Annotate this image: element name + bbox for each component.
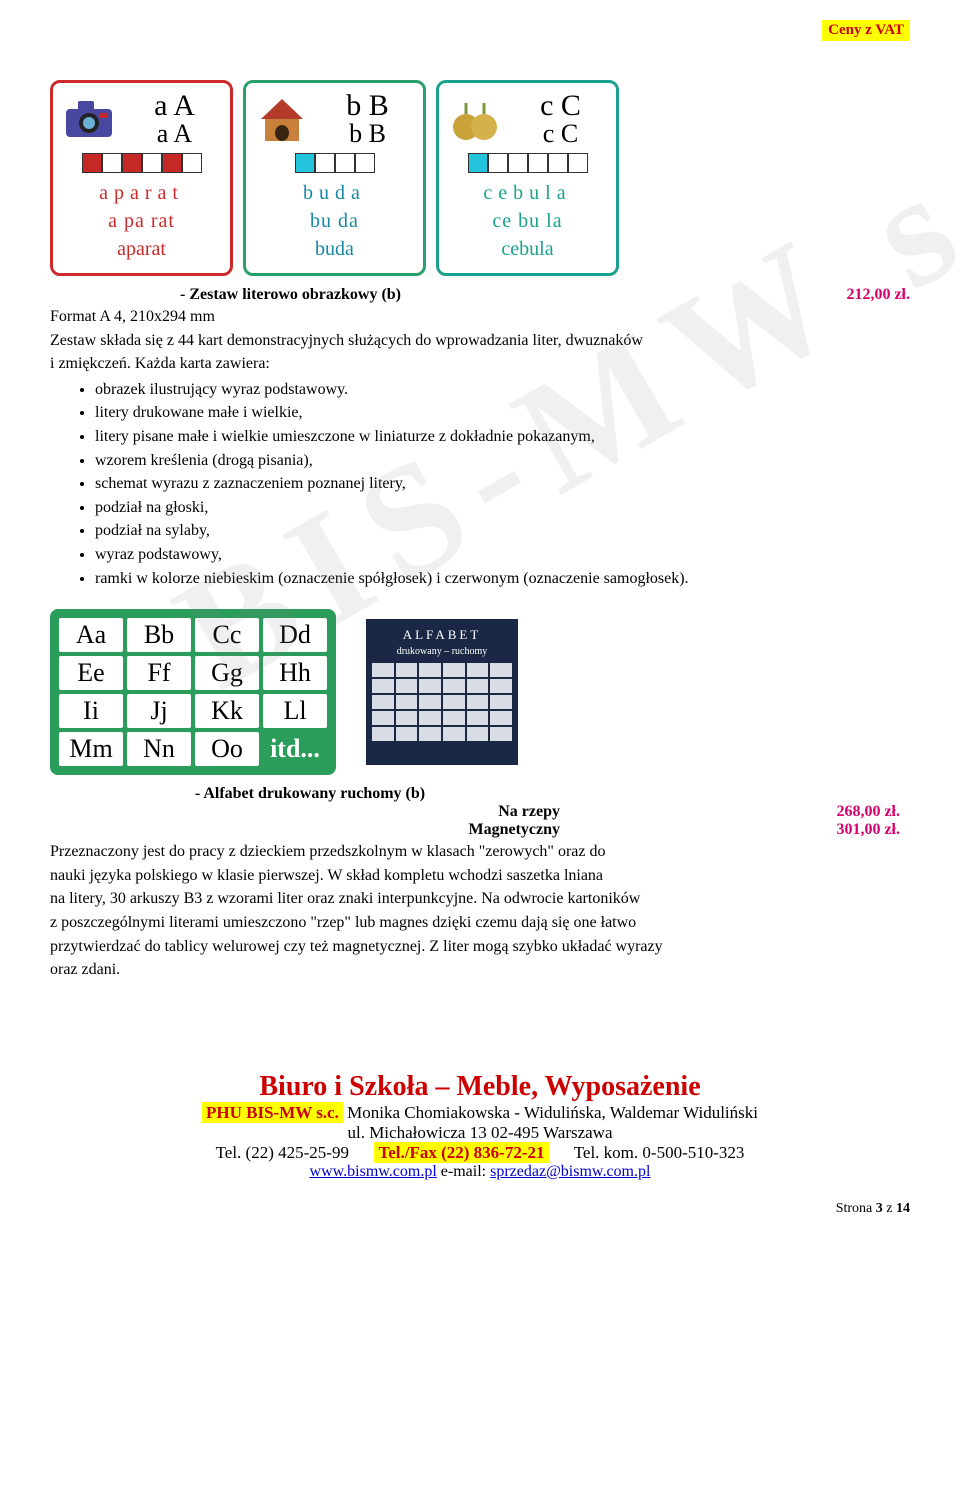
- feature-item: litery pisane małe i wielkie umieszczone…: [95, 426, 910, 448]
- product2-desc: nauki języka polskiego w klasie pierwsze…: [50, 865, 910, 887]
- word-syllables: bu da: [252, 207, 417, 235]
- opt1-price: 268,00 zł.: [560, 803, 900, 821]
- product1-line1: Format A 4, 210x294 mm: [50, 306, 910, 328]
- onion-icon: [445, 91, 505, 146]
- footer-title: Biuro i Szkoła – Meble, Wyposażenie: [50, 1071, 910, 1103]
- page-number: Strona 3 z 14: [50, 1201, 910, 1217]
- cursive-letters: a A: [125, 121, 224, 147]
- word-syllables: ce bu la: [445, 207, 610, 235]
- footer-names: Monika Chomiakowska - Widulińska, Waldem…: [343, 1103, 758, 1122]
- alpha-cell: Ee: [59, 656, 123, 690]
- feature-item: podział na sylaby,: [95, 520, 910, 542]
- letter-cards-row: a A a A aparat a pa rat aparat b B b B: [50, 80, 910, 276]
- alphabet-block: Aa Bb Cc Dd Ee Ff Gg Hh Ii Jj Kk Ll Mm N…: [50, 609, 910, 775]
- product2-desc: przytwierdzać do tablicy welurowej czy t…: [50, 936, 910, 958]
- footer: Biuro i Szkoła – Meble, Wyposażenie PHU …: [50, 1071, 910, 1181]
- print-letters: a A: [125, 91, 224, 121]
- squares: [252, 153, 417, 173]
- product2-desc: na litery, 30 arkuszy B3 z wzorami liter…: [50, 888, 910, 910]
- letter-card-a: a A a A aparat a pa rat aparat: [50, 80, 233, 276]
- vat-badge: Ceny z VAT: [822, 20, 910, 41]
- footer-email-link[interactable]: sprzedaz@bismw.com.pl: [490, 1163, 650, 1180]
- squares: [59, 153, 224, 173]
- word-full: buda: [252, 235, 417, 263]
- opt1-label: Na rzepy: [50, 803, 560, 821]
- poster-title: ALFABET: [372, 627, 512, 643]
- alpha-cell: Hh: [263, 656, 327, 690]
- product1-features: obrazek ilustrujący wyraz podstawowy. li…: [50, 379, 910, 589]
- word-full: cebula: [445, 235, 610, 263]
- product2-desc: Przeznaczony jest do pracy z dzieckiem p…: [50, 841, 910, 863]
- squares: [445, 153, 610, 173]
- alpha-cell: Dd: [263, 618, 327, 652]
- alpha-cell: Gg: [195, 656, 259, 690]
- poster-sub: drukowany – ruchomy: [372, 646, 512, 657]
- footer-email-label: e-mail:: [437, 1163, 490, 1180]
- cursive-letters: c C: [511, 121, 610, 147]
- footer-company: PHU BIS-MW s.c.: [202, 1102, 343, 1123]
- letter-card-c: c C c C cebula ce bu la cebula: [436, 80, 619, 276]
- word-spaced: buda: [252, 179, 417, 207]
- print-letters: c C: [511, 91, 610, 121]
- feature-item: schemat wyrazu z zaznaczeniem poznanej l…: [95, 473, 910, 495]
- alpha-cell: Ll: [263, 694, 327, 728]
- alpha-cell: Nn: [127, 732, 191, 766]
- alphabet-grid: Aa Bb Cc Dd Ee Ff Gg Hh Ii Jj Kk Ll Mm N…: [50, 609, 336, 775]
- product2-desc: oraz zdani.: [50, 959, 910, 981]
- alpha-cell: Oo: [195, 732, 259, 766]
- feature-item: podział na głoski,: [95, 497, 910, 519]
- word-full: aparat: [59, 235, 224, 263]
- alpha-cell: Kk: [195, 694, 259, 728]
- feature-item: litery drukowane małe i wielkie,: [95, 402, 910, 424]
- footer-web-link[interactable]: www.bismw.com.pl: [310, 1163, 437, 1180]
- product1-price: 212,00 zł.: [846, 286, 910, 304]
- opt2-price: 301,00 zł.: [560, 821, 900, 839]
- camera-icon: [59, 91, 119, 146]
- footer-tel1: Tel. (22) 425-25-99: [216, 1143, 349, 1162]
- product2-title: - Alfabet drukowany ruchomy (b): [195, 785, 425, 802]
- alpha-cell: Aa: [59, 618, 123, 652]
- alpha-cell: Ff: [127, 656, 191, 690]
- footer-address: ul. Michałowicza 13 02-495 Warszawa: [50, 1123, 910, 1143]
- alpha-cell: Bb: [127, 618, 191, 652]
- word-spaced: cebula: [445, 179, 610, 207]
- feature-item: wyraz podstawowy,: [95, 544, 910, 566]
- feature-item: ramki w kolorze niebieskim (oznaczenie s…: [95, 568, 910, 590]
- alpha-cell: Ii: [59, 694, 123, 728]
- alpha-cell: Jj: [127, 694, 191, 728]
- product2-desc: z poszczególnymi literami umieszczono "r…: [50, 912, 910, 934]
- alpha-cell: Mm: [59, 732, 123, 766]
- product1-title: - Zestaw literowo obrazkowy (b): [180, 286, 401, 303]
- feature-item: obrazek ilustrujący wyraz podstawowy.: [95, 379, 910, 401]
- product1-line2: Zestaw składa się z 44 kart demonstracyj…: [50, 330, 910, 352]
- opt2-label: Magnetyczny: [50, 821, 560, 839]
- alphabet-poster: ALFABET drukowany – ruchomy: [366, 619, 518, 765]
- doghouse-icon: [252, 91, 312, 146]
- feature-item: wzorem kreślenia (drogą pisania),: [95, 450, 910, 472]
- alpha-cell: Cc: [195, 618, 259, 652]
- alpha-cell-itd: itd...: [263, 732, 327, 766]
- cursive-letters: b B: [318, 121, 417, 147]
- product1-line3: i zmiękczeń. Każda karta zawiera:: [50, 353, 910, 375]
- print-letters: b B: [318, 91, 417, 121]
- word-spaced: aparat: [59, 179, 224, 207]
- letter-card-b: b B b B buda bu da buda: [243, 80, 426, 276]
- footer-fax: Tel./Fax (22) 836-72-21: [374, 1142, 548, 1163]
- footer-tel2: Tel. kom. 0-500-510-323: [574, 1143, 745, 1162]
- word-syllables: a pa rat: [59, 207, 224, 235]
